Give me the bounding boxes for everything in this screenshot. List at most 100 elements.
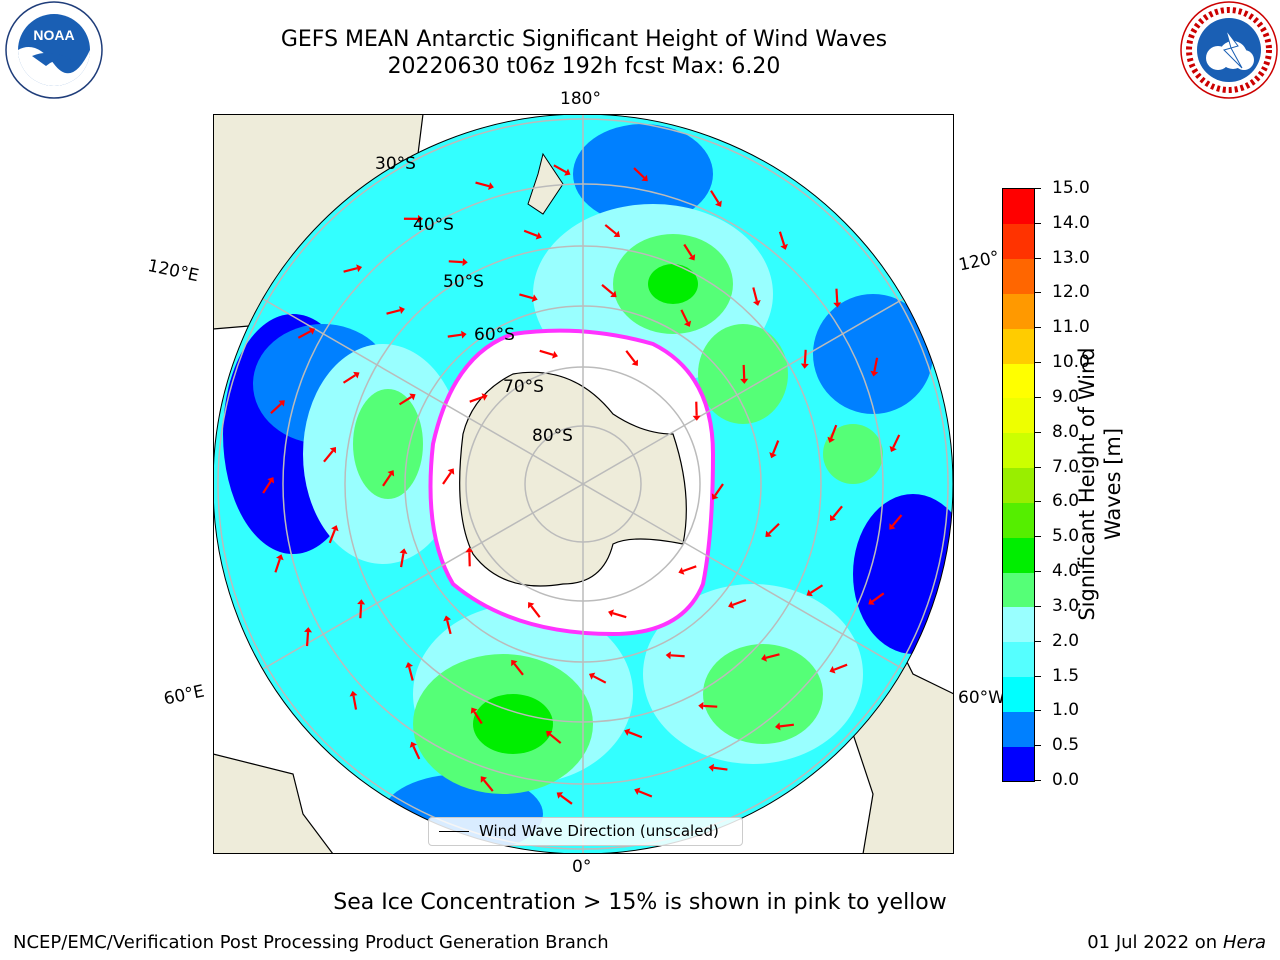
wind-arrow <box>891 514 903 527</box>
wind-arrow-head <box>447 468 455 475</box>
wind-arrow-head <box>775 722 781 731</box>
wind-arrow-head <box>588 672 596 680</box>
colorbar-tick-label: 13.0 <box>1052 247 1090 268</box>
wind-arrow <box>343 267 358 273</box>
colorbar-tick-label: 7.0 <box>1052 456 1080 477</box>
colorbar-label: Significant Height of Wind Waves [m] <box>1074 319 1126 649</box>
wind-arrow <box>601 284 614 295</box>
wind-arrow-head <box>711 493 719 500</box>
colorbar-segment <box>1003 293 1034 329</box>
map-legend: Wind Wave Direction (unscaled) <box>428 817 743 846</box>
wind-arrow-head <box>769 452 777 459</box>
wind-arrow <box>803 349 807 364</box>
wind-arrow-head <box>634 787 641 795</box>
colorbar-label-line2: Waves [m] <box>1101 427 1125 541</box>
wind-arrow-head <box>349 690 358 697</box>
colorbar-tick-mark <box>1034 222 1041 224</box>
wind-arrow <box>475 181 490 188</box>
wind-arrow-head <box>624 728 631 736</box>
wind-arrow-head <box>417 214 423 223</box>
wind-arrow <box>592 675 607 684</box>
colorbar-tick-mark <box>1034 396 1041 398</box>
colorbar-tick-mark <box>1034 640 1041 642</box>
wind-arrow-head <box>399 548 408 554</box>
wind-arrow <box>399 553 405 568</box>
colorbar-tick-mark <box>1034 466 1041 468</box>
colorbar-segment <box>1003 223 1034 260</box>
lat-label-80s: 80°S <box>532 426 573 446</box>
wind-arrow <box>703 704 718 708</box>
wind-arrow-head <box>488 182 494 191</box>
wind-arrow-head <box>613 230 620 237</box>
wind-arrow-head <box>678 567 685 575</box>
wind-arrow-head <box>443 615 452 622</box>
longitude-lines <box>262 114 904 854</box>
wind-arrow <box>710 190 720 204</box>
colorbar-tick-mark <box>1034 710 1041 712</box>
wind-arrow-head <box>868 598 875 605</box>
antarctica-land <box>459 371 687 587</box>
wind-arrow-head <box>552 350 558 359</box>
wind-arrow-head <box>480 776 488 783</box>
colorbar-tick-label: 2.0 <box>1052 630 1080 651</box>
wind-arrow-head <box>531 294 538 303</box>
wind-arrow <box>398 395 412 406</box>
wind-arrow <box>513 663 524 676</box>
wind-arrow-head <box>535 232 542 240</box>
wind-arrow <box>328 529 336 544</box>
wind-arrow <box>359 604 363 619</box>
colorbar-segment <box>1003 189 1034 225</box>
lat-label-30s: 30°S <box>375 154 416 174</box>
colorbar-tick-mark <box>1034 292 1041 294</box>
wind-arrow <box>270 402 282 415</box>
wind-arrow <box>779 723 795 728</box>
wind-arrow <box>768 522 780 535</box>
wind-arrow-head <box>889 445 897 453</box>
lon-label-120w: 120° <box>957 247 1002 276</box>
colorbar-tick-mark <box>1034 327 1041 329</box>
wind-arrow-head <box>870 370 879 377</box>
colorbar-tick-label: 14.0 <box>1052 212 1090 233</box>
colorbar-segment <box>1003 676 1034 712</box>
colorbar-label-line1: Significant Height of Wind <box>1075 347 1099 621</box>
wind-arrow-head <box>329 447 336 454</box>
wind-arrow <box>382 473 392 487</box>
colorbar-tick-mark <box>1034 675 1041 677</box>
wind-arrow <box>447 333 462 338</box>
wind-arrow <box>553 164 567 174</box>
wind-arrow-head <box>608 609 614 618</box>
wind-arrow-head <box>465 547 474 553</box>
colorbar-tick-label: 0.5 <box>1052 735 1080 756</box>
lat-label-50s: 50°S <box>443 272 484 292</box>
wind-arrow-head <box>308 327 316 335</box>
wind-arrow-head <box>889 523 896 530</box>
wind-arrow-head <box>698 701 704 710</box>
wind-arrow-head <box>806 589 813 597</box>
colorbar-tick-label: 11.0 <box>1052 317 1090 338</box>
colorbar-segment <box>1003 258 1034 294</box>
wind-arrow-head <box>765 530 772 537</box>
wind-arrow <box>262 480 272 494</box>
colorbar-tick-mark <box>1034 780 1041 781</box>
wind-arrow <box>778 231 786 246</box>
new-zealand-land <box>527 152 564 215</box>
wind-arrow <box>483 779 494 792</box>
chart-title: GEFS MEAN Antarctic Significant Height o… <box>280 27 888 52</box>
colorbar-segment <box>1003 397 1034 434</box>
colorbar-tick-label: 6.0 <box>1052 491 1080 512</box>
wind-arrow <box>835 288 839 303</box>
wind-arrow-head <box>683 320 692 327</box>
wind-arrow <box>323 450 334 463</box>
lat-label-70s: 70°S <box>503 377 544 397</box>
wind-arrow <box>625 350 636 363</box>
wind-arrow <box>442 471 452 485</box>
colorbar-tick-mark <box>1034 605 1041 607</box>
wind-arrow-head <box>833 302 842 308</box>
wind-arrow-head <box>267 477 275 484</box>
wind-arrow-head <box>610 290 617 298</box>
wind-arrow <box>713 766 728 771</box>
wind-arrow <box>742 364 746 379</box>
nws-logo <box>1180 1 1278 99</box>
wind-arrow <box>638 790 653 798</box>
colorbar-segment <box>1003 572 1034 608</box>
